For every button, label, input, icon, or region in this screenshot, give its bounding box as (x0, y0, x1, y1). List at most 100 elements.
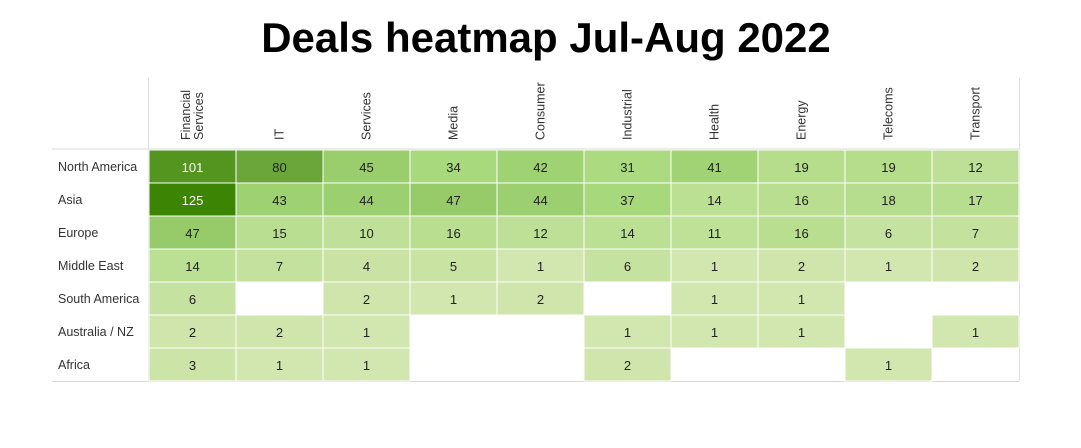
heatmap-cell-africa-services (322, 347, 411, 382)
heatmap-cell-europe-services (322, 215, 411, 250)
heatmap-cell-europe-financial-services (148, 215, 237, 250)
cell-value-europe-media: 16 (446, 226, 460, 241)
cell-value-north-america-health: 41 (707, 160, 721, 175)
cell-value-asia-financial-services: 125 (182, 193, 204, 208)
heatmap-cell-asia-telecoms (844, 182, 933, 217)
heatmap-cell-south-america-energy (757, 281, 846, 316)
cell-value-north-america-consumer: 42 (533, 160, 547, 175)
column-label-consumer: Consumer (534, 82, 548, 140)
heatmap-cell-middle-east-industrial (583, 248, 672, 283)
cell-value-australia-nz-transport: 1 (972, 325, 979, 340)
cell-value-asia-media: 47 (446, 193, 460, 208)
cell-value-australia-nz-health: 1 (711, 325, 718, 340)
column-label-health: Health (708, 104, 722, 140)
column-label-energy: Energy (795, 100, 809, 140)
cell-value-australia-nz-industrial: 1 (624, 325, 631, 340)
heatmap-cell-middle-east-health (670, 248, 759, 283)
heatmap-cell-south-america-financial-services (148, 281, 237, 316)
heatmap-cell-australia-nz-energy (757, 314, 846, 349)
cell-value-europe-consumer: 12 (533, 226, 547, 241)
cell-value-middle-east-financial-services: 14 (185, 259, 199, 274)
cell-value-middle-east-health: 1 (711, 259, 718, 274)
cell-value-north-america-telecoms: 19 (881, 160, 895, 175)
cell-value-asia-services: 44 (359, 193, 373, 208)
cell-value-middle-east-energy: 2 (798, 259, 805, 274)
heatmap-cell-north-america-industrial (583, 149, 672, 184)
cell-value-south-america-media: 1 (450, 292, 457, 307)
cell-value-australia-nz-it: 2 (276, 325, 283, 340)
cell-value-asia-health: 14 (707, 193, 721, 208)
row-label-africa: Africa (58, 358, 90, 372)
row-label-australia-nz: Australia / NZ (58, 325, 134, 339)
cell-value-asia-telecoms: 18 (881, 193, 895, 208)
cell-value-north-america-it: 80 (272, 160, 286, 175)
heatmap-cell-asia-consumer (496, 182, 585, 217)
heatmap-cell-north-america-media (409, 149, 498, 184)
heatmap-cell-africa-industrial (583, 347, 672, 382)
column-label-financial-services: FinancialServices (179, 90, 206, 140)
cell-value-middle-east-industrial: 6 (624, 259, 631, 274)
cell-value-south-america-consumer: 2 (537, 292, 544, 307)
row-label-asia: Asia (58, 193, 82, 207)
cell-value-north-america-services: 45 (359, 160, 373, 175)
heatmap-cell-europe-energy (757, 215, 846, 250)
heatmap-cell-europe-transport (931, 215, 1020, 250)
cell-value-africa-industrial: 2 (624, 358, 631, 373)
column-labels: FinancialServices IT Services Media Consumer… (179, 82, 983, 140)
cell-value-asia-consumer: 44 (533, 193, 547, 208)
cell-value-africa-telecoms: 1 (885, 358, 892, 373)
column-label-services: Services (360, 92, 374, 140)
cell-value-north-america-energy: 19 (794, 160, 808, 175)
cell-value-europe-health: 11 (708, 226, 722, 241)
heatmap-cell-asia-health (670, 182, 759, 217)
row-label-south-america: South America (58, 292, 139, 306)
row-labels: North America Asia Europe Middle East South … (58, 160, 139, 372)
cell-value-middle-east-transport: 2 (972, 259, 979, 274)
cell-value-africa-financial-services: 3 (189, 358, 196, 373)
heatmap-cell-asia-services (322, 182, 411, 217)
heatmap-cell-asia-industrial (583, 182, 672, 217)
heatmap-cell-north-america-transport (931, 149, 1020, 184)
heatmap-cell-australia-nz-services (322, 314, 411, 349)
row-label-north-america: North America (58, 160, 137, 174)
cell-value-middle-east-consumer: 1 (537, 259, 544, 274)
heatmap-cell-middle-east-services (322, 248, 411, 283)
cell-value-australia-nz-energy: 1 (798, 325, 805, 340)
cell-value-europe-services: 10 (359, 226, 373, 241)
cell-value-europe-it: 15 (272, 226, 286, 241)
row-label-middle-east: Middle East (58, 259, 124, 273)
cell-value-middle-east-it: 7 (276, 259, 283, 274)
cell-value-north-america-industrial: 31 (620, 160, 634, 175)
cell-value-asia-transport: 17 (968, 193, 982, 208)
cell-value-africa-it: 1 (276, 358, 283, 373)
cell-value-asia-industrial: 37 (620, 193, 634, 208)
column-label-telecoms: Telecoms (882, 87, 896, 140)
cell-value-europe-transport: 7 (972, 226, 979, 241)
cell-value-south-america-health: 1 (711, 292, 718, 307)
cell-value-north-america-media: 34 (446, 160, 460, 175)
heatmap-cell-middle-east-it (235, 248, 324, 283)
heatmap-cell-africa-telecoms (844, 347, 933, 382)
heatmap-cell-asia-financial-services (148, 182, 237, 217)
heatmap-cell-south-america-consumer (496, 281, 585, 316)
cell-value-australia-nz-financial-services: 2 (189, 325, 196, 340)
heatmap-cell-north-america-consumer (496, 149, 585, 184)
cell-value-europe-energy: 16 (794, 226, 808, 241)
cell-value-middle-east-media: 5 (450, 259, 457, 274)
heatmap-cell-middle-east-telecoms (844, 248, 933, 283)
heatmap-cell-south-america-services (322, 281, 411, 316)
cell-value-south-america-financial-services: 6 (189, 292, 196, 307)
cell-value-asia-it: 43 (272, 193, 286, 208)
cell-value-africa-services: 1 (363, 358, 370, 373)
heatmap-cell-north-america-it (235, 149, 324, 184)
heatmap-cell-south-america-media (409, 281, 498, 316)
cell-value-middle-east-services: 4 (363, 259, 370, 274)
heatmap-cell-middle-east-media (409, 248, 498, 283)
cell-value-europe-industrial: 14 (620, 226, 634, 241)
heatmap-cell-south-america-health (670, 281, 759, 316)
row-label-europe: Europe (58, 226, 98, 240)
heatmap-cell-north-america-services (322, 149, 411, 184)
column-label-transport: Transport (969, 86, 983, 140)
heatmap-cell-africa-it (235, 347, 324, 382)
heatmap-cell-middle-east-transport (931, 248, 1020, 283)
